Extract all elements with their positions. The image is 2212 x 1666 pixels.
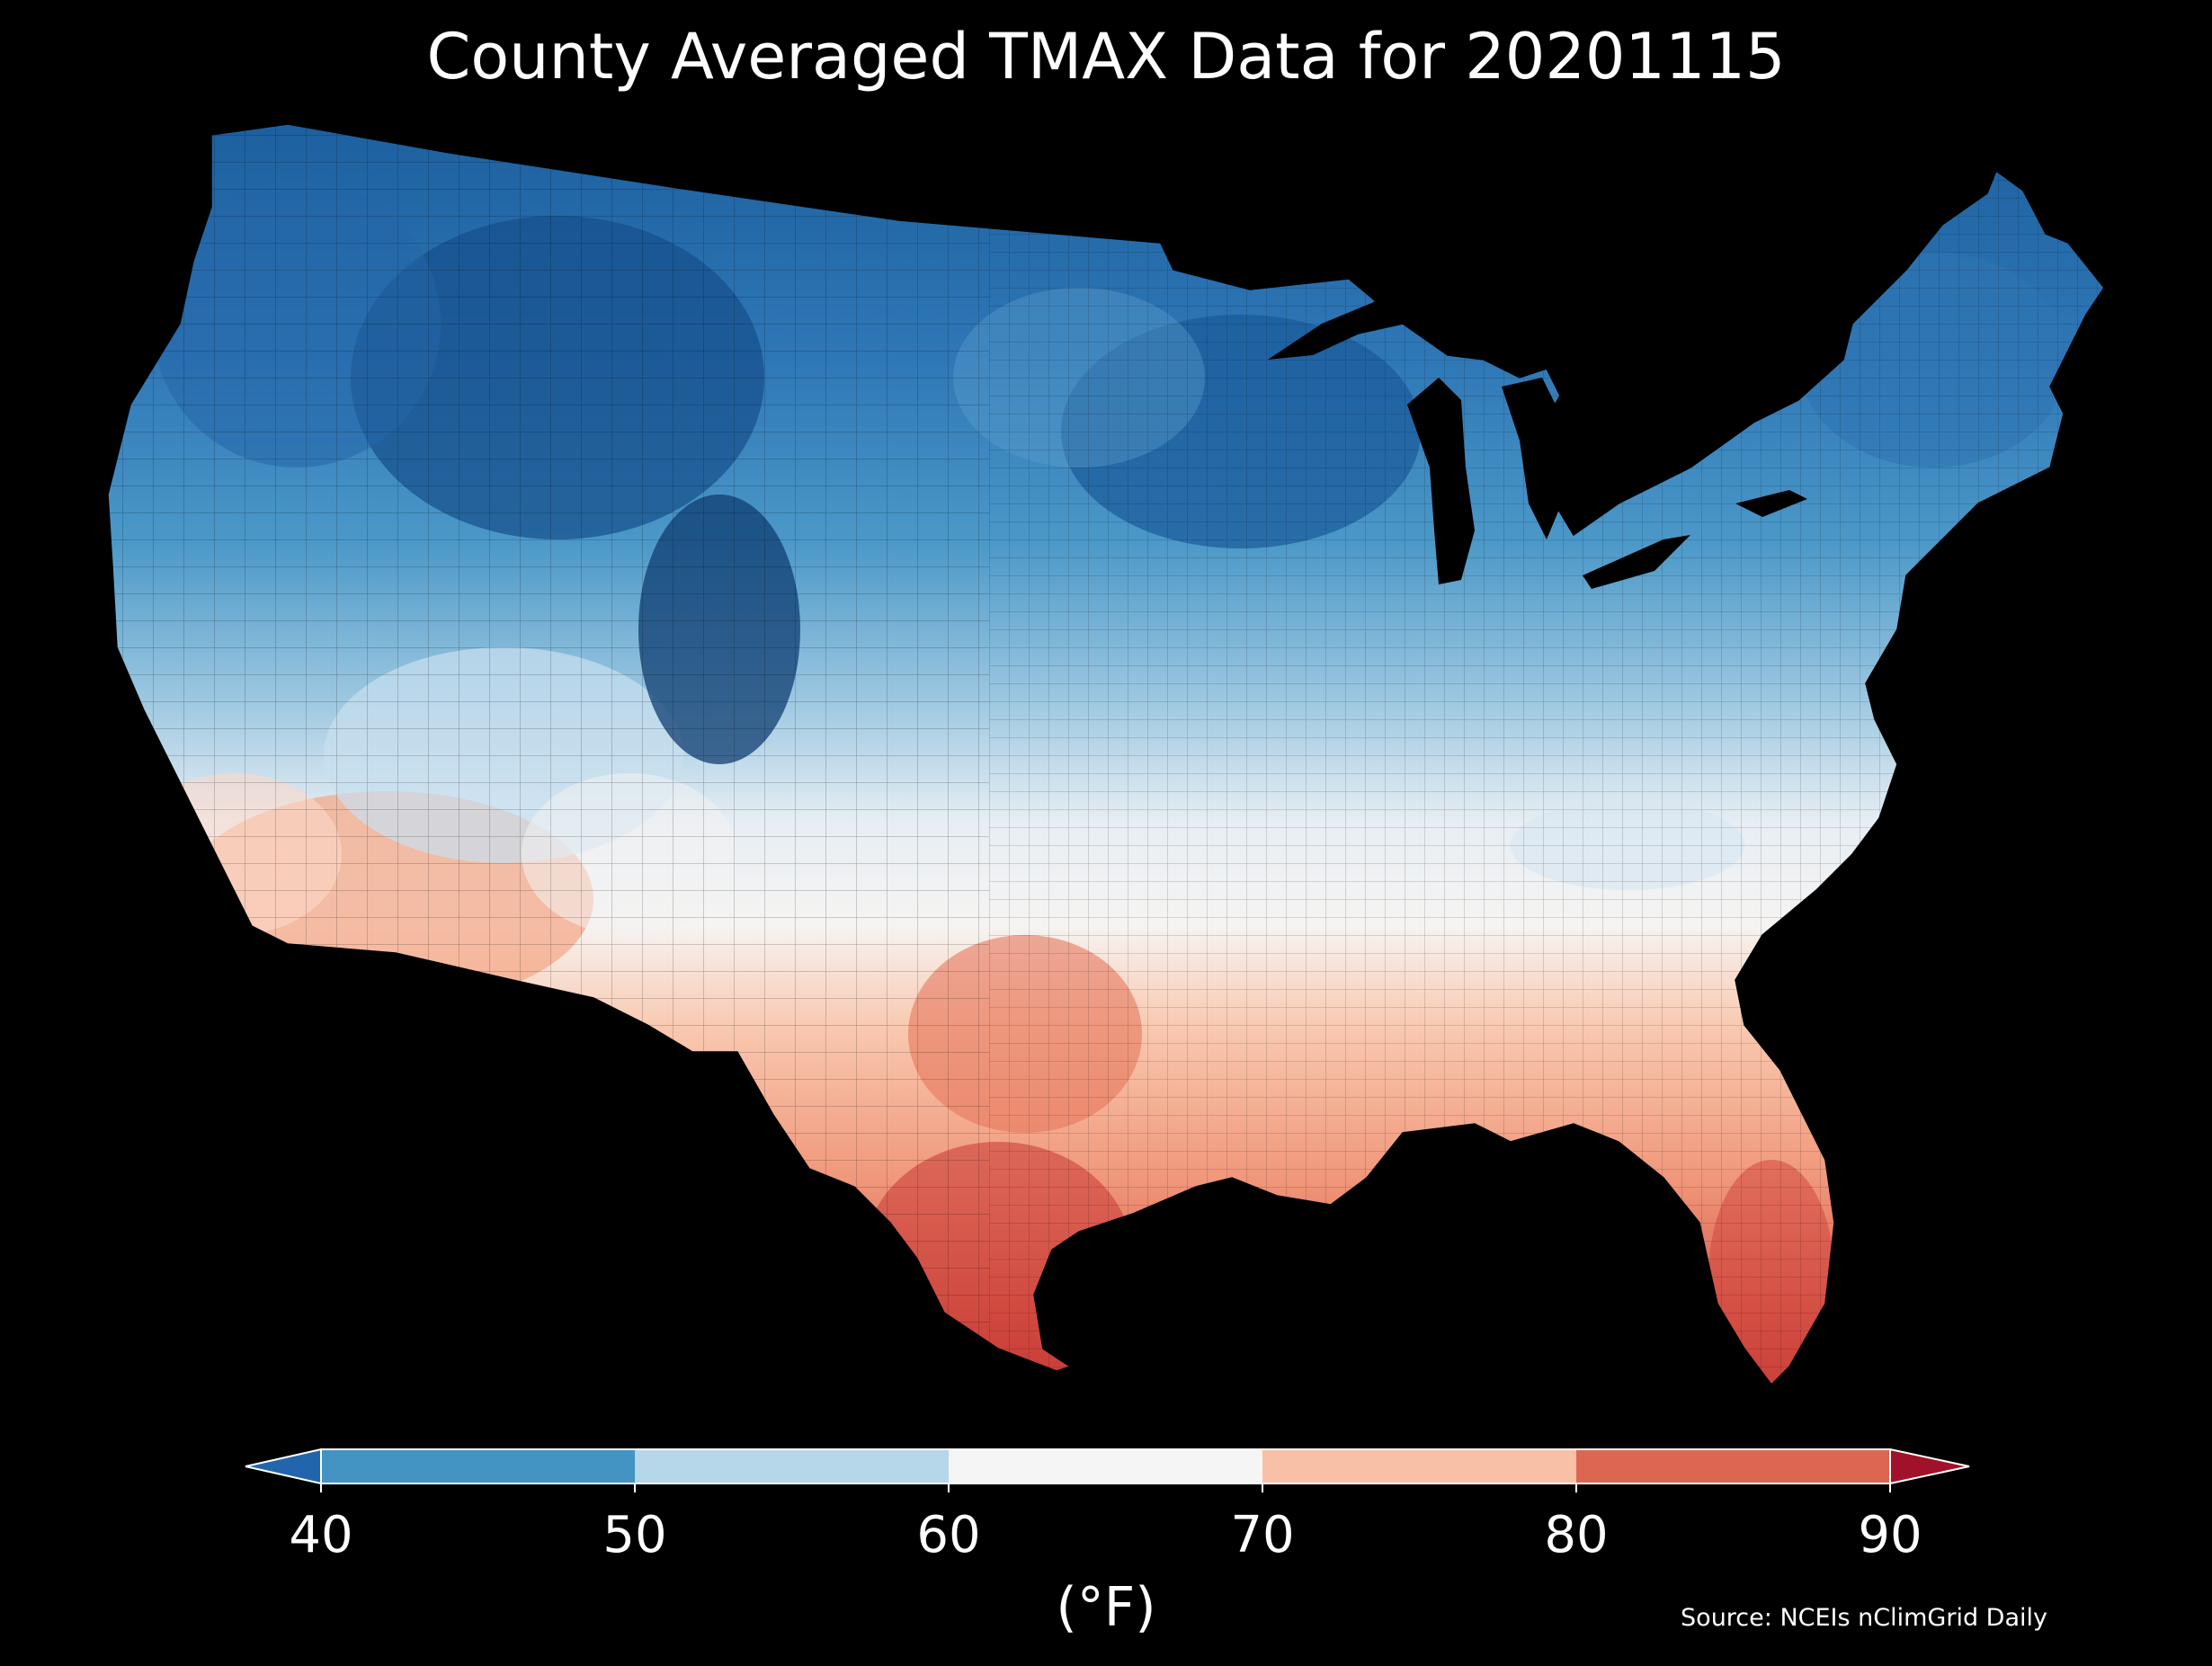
colorbar-bin-50-60 [635,1449,949,1483]
colorbar-tick-label: 60 [916,1506,981,1564]
lake-ontario [1735,490,1807,517]
colorbar-ticks [320,1483,1891,1492]
colorbar-units-label: (°F) [1056,1576,1156,1639]
colorbar-under-extension [245,1448,322,1485]
colorbar-tick-label: 70 [1230,1506,1295,1564]
colorbar-tick-label: 50 [602,1506,667,1564]
colorbar-tick-label: 40 [289,1506,353,1564]
lake-erie [1583,535,1690,589]
great-lakes [1268,286,1807,589]
colorbar-bin-70-80 [1262,1449,1576,1483]
colorbar-tick-label: 90 [1858,1506,1922,1564]
lake-superior [1268,286,1412,360]
colorbar-tick-label: 80 [1544,1506,1609,1564]
colorbar [245,1448,1970,1492]
lake-huron [1502,378,1569,539]
map-title: County Averaged TMAX Data for 20201115 [426,20,1786,94]
source-attribution: Source: NCEIs nClimGrid Daily [1681,1604,2047,1632]
lake-michigan [1407,378,1475,584]
colorbar-outline [320,1448,1891,1484]
colorbar-bin-60-70 [949,1449,1262,1483]
contiguous-us-map [107,123,2105,1385]
colorbar-over-extension [1889,1448,1970,1485]
colorbar-bin-80-90 [1576,1449,1890,1483]
colorbar-bin-40-50 [321,1449,635,1483]
